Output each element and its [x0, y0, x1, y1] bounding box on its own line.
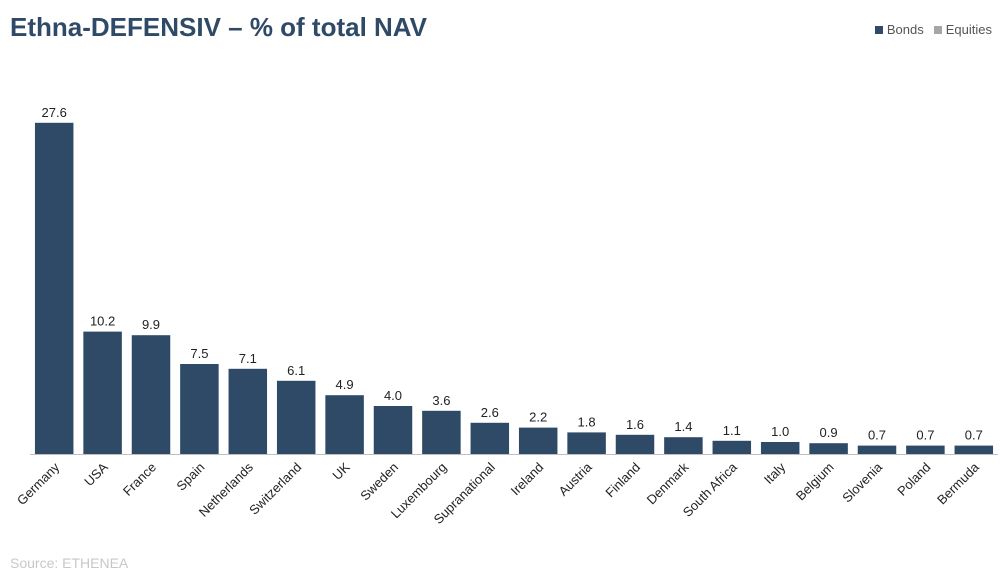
- bar-belgium: [809, 443, 848, 454]
- legend: Bonds Equities: [874, 22, 992, 37]
- bar-finland: [615, 434, 655, 454]
- x-tick-label: Germany: [14, 459, 63, 508]
- bar-poland: [906, 445, 945, 454]
- bar-germany: [34, 122, 74, 455]
- bar-uk: [325, 395, 364, 454]
- bar-bermuda: [954, 445, 994, 454]
- x-tick-label: Spain: [173, 460, 207, 494]
- bar-usa: [83, 331, 122, 454]
- x-tick-label: USA: [81, 459, 111, 489]
- x-tick-label: Ireland: [508, 460, 547, 499]
- data-label: 1.4: [674, 419, 692, 434]
- legend-swatch-bonds: [874, 25, 883, 34]
- data-label: 1.1: [723, 423, 741, 438]
- chart-title: Ethna-DEFENSIV – % of total NAV: [10, 12, 427, 42]
- bar-france: [131, 335, 171, 454]
- legend-label-equities: Equities: [945, 22, 992, 37]
- x-tick-label: Denmark: [644, 459, 692, 507]
- data-label: 1.8: [578, 414, 596, 429]
- bar-slovenia: [857, 445, 897, 454]
- data-label: 4.0: [384, 388, 402, 403]
- bar-denmark: [664, 437, 703, 454]
- x-tick-label: Poland: [894, 460, 933, 499]
- data-label: 1.6: [626, 417, 644, 432]
- bar-sweden: [373, 406, 413, 454]
- x-tick-label: Belgium: [793, 460, 837, 504]
- data-label: 6.1: [287, 363, 305, 378]
- x-tick-label: Finland: [602, 460, 643, 501]
- x-tick-label: Sweden: [357, 460, 401, 504]
- x-tick-label: Italy: [761, 459, 789, 487]
- x-tick-label: Bermuda: [934, 459, 982, 507]
- x-tick-label: Austria: [555, 459, 595, 499]
- data-label: 7.5: [190, 346, 208, 361]
- bar-supranational: [470, 422, 510, 454]
- legend-item-equities: Equities: [933, 22, 992, 37]
- x-tick-label: Slovenia: [839, 459, 885, 505]
- x-tick-label: France: [120, 460, 159, 499]
- data-label: 10.2: [90, 314, 115, 329]
- legend-item-bonds: Bonds: [874, 22, 924, 37]
- data-label: 0.7: [868, 428, 886, 443]
- data-label: 3.6: [432, 393, 450, 408]
- bar-switzerland: [276, 380, 316, 454]
- x-tick-label: UK: [329, 459, 353, 483]
- data-label: 2.6: [481, 405, 499, 420]
- bar-netherlands: [228, 368, 268, 454]
- data-label: 2.2: [529, 410, 547, 425]
- x-tick-label: Switzerland: [246, 460, 304, 518]
- bar-italy: [760, 442, 800, 454]
- data-label: 0.9: [820, 425, 838, 440]
- bar-austria: [567, 432, 606, 454]
- bar-spain: [180, 364, 219, 454]
- data-label: 27.6: [42, 105, 67, 120]
- bar-luxembourg: [422, 410, 461, 454]
- bar-south-africa: [712, 440, 752, 454]
- data-label: 0.7: [965, 428, 983, 443]
- bar-chart: 27.6Germany10.2USA9.9France7.5Spain7.1Ne…: [14, 105, 998, 527]
- data-label: 1.0: [771, 424, 789, 439]
- source-note: Source: ETHENEA: [10, 555, 129, 571]
- data-label: 9.9: [142, 317, 160, 332]
- legend-label-bonds: Bonds: [886, 22, 924, 37]
- legend-swatch-equities: [933, 25, 942, 34]
- data-label: 7.1: [239, 351, 257, 366]
- data-label: 4.9: [336, 377, 354, 392]
- data-label: 0.7: [916, 428, 934, 443]
- bar-ireland: [518, 427, 558, 454]
